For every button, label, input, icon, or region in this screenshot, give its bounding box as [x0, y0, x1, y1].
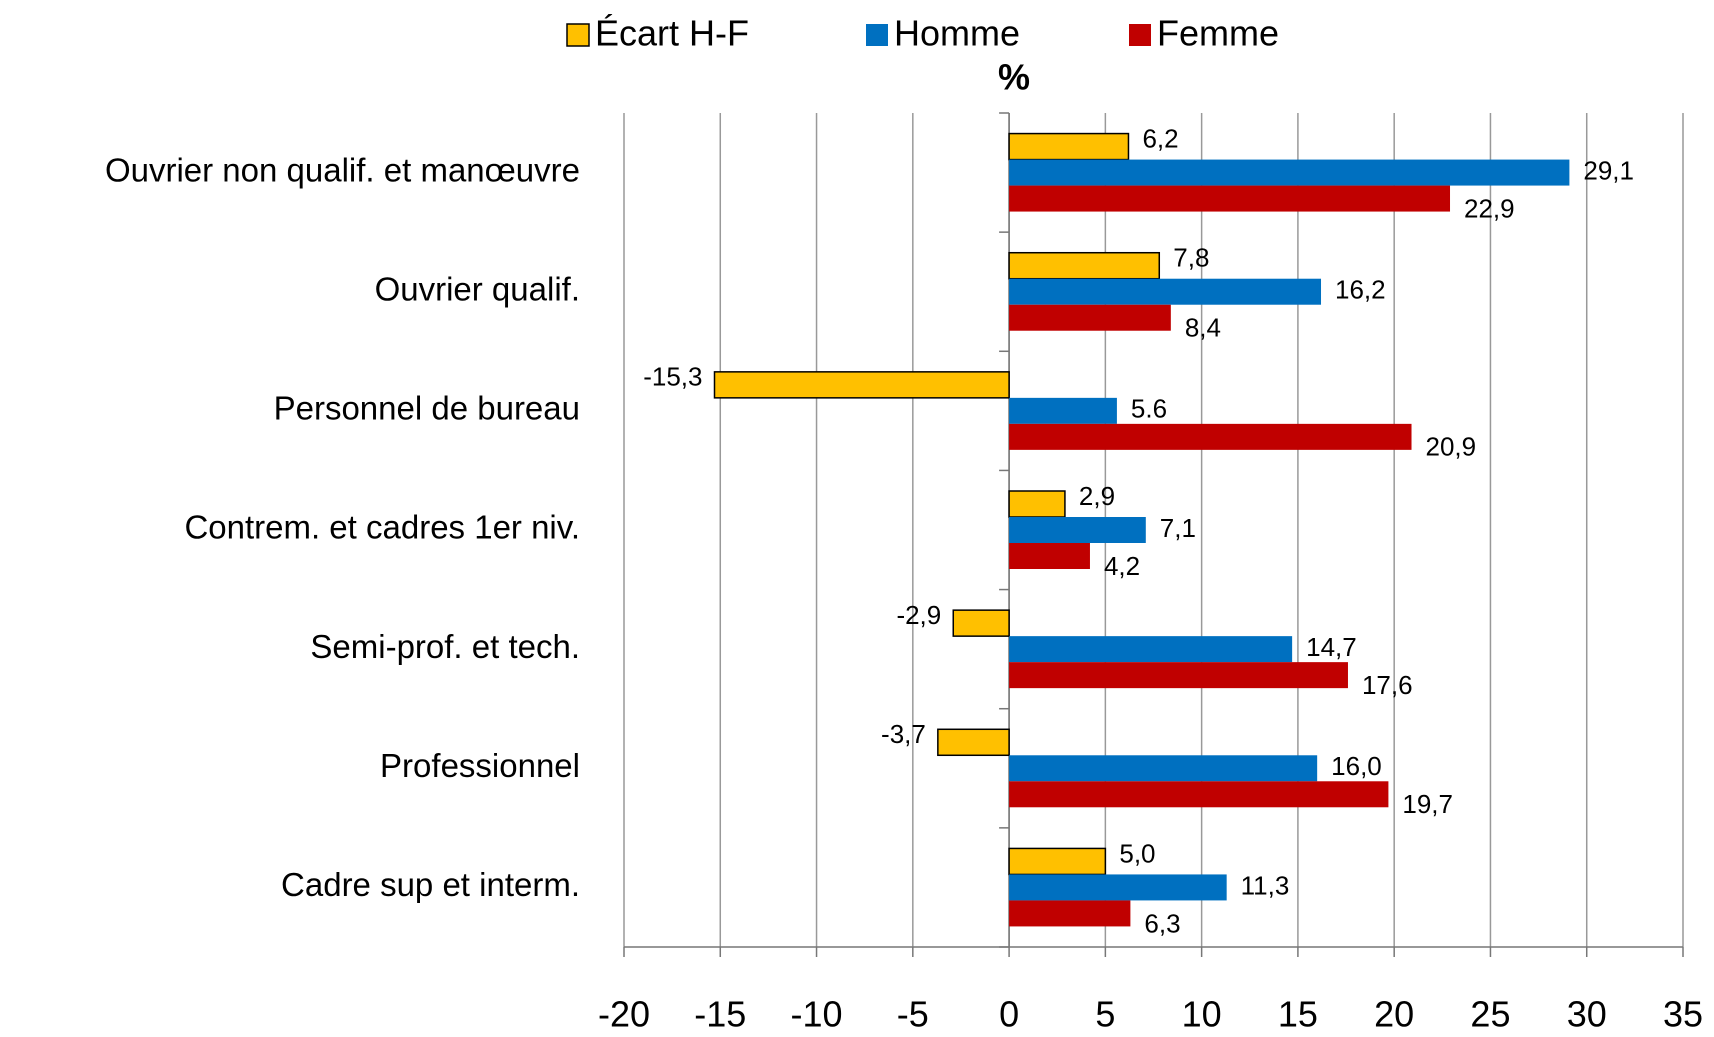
category-label: Personnel de bureau — [274, 390, 580, 427]
bar — [1008, 490, 1066, 518]
legend-label: Homme — [894, 13, 1020, 54]
category-label: Cadre sup et interm. — [281, 866, 580, 903]
x-tick-label: 5 — [1095, 994, 1115, 1035]
bar — [1009, 900, 1131, 927]
value-label: 19,7 — [1402, 789, 1453, 819]
bar — [1009, 543, 1090, 569]
bar — [1009, 278, 1322, 305]
x-tick-label: 35 — [1663, 994, 1703, 1035]
legend-label: Femme — [1157, 13, 1279, 54]
bar — [713, 371, 1010, 399]
bar — [1009, 159, 1570, 186]
value-label: 17,6 — [1362, 670, 1413, 700]
value-label: 5.6 — [1131, 394, 1167, 424]
category-label: Contrem. et cadres 1er niv. — [184, 509, 580, 546]
x-tick-label: 0 — [999, 994, 1019, 1035]
bar — [1009, 185, 1451, 212]
value-label: 6,2 — [1142, 123, 1178, 153]
bar — [1009, 662, 1348, 689]
x-tick-label: 15 — [1278, 994, 1318, 1035]
bar — [1008, 251, 1161, 280]
bar — [1009, 304, 1171, 331]
value-label: 8,4 — [1185, 313, 1221, 343]
category-label: Ouvrier non qualif. et manœuvre — [105, 151, 580, 188]
value-label: 7,8 — [1173, 243, 1209, 273]
category-label: Ouvrier qualif. — [375, 270, 580, 307]
value-label: -15,3 — [643, 362, 702, 392]
value-label: 16,2 — [1335, 275, 1386, 305]
x-tick-label: 20 — [1374, 994, 1414, 1035]
bar — [1009, 781, 1389, 808]
value-label: -3,7 — [881, 719, 926, 749]
x-tick-label: 30 — [1567, 994, 1607, 1035]
bar — [1009, 874, 1227, 901]
category-label: Professionnel — [380, 747, 580, 784]
bar — [1009, 755, 1318, 782]
bar — [952, 609, 1010, 637]
legend-label: Écart H-F — [595, 13, 749, 54]
legend-swatch — [866, 24, 888, 46]
bar — [1009, 517, 1146, 543]
value-label: 11,3 — [1241, 870, 1290, 900]
axis-label: % — [998, 57, 1030, 98]
x-tick-label: 25 — [1470, 994, 1510, 1035]
bar — [1008, 847, 1107, 876]
value-label: 29,1 — [1583, 155, 1634, 185]
x-tick-label: 10 — [1182, 994, 1222, 1035]
value-label: 5,0 — [1119, 838, 1155, 868]
value-label: -2,9 — [896, 600, 941, 630]
bar — [1009, 423, 1412, 450]
bar — [1008, 132, 1130, 161]
value-label: 22,9 — [1464, 193, 1515, 223]
x-tick-label: -10 — [791, 994, 843, 1035]
x-tick-label: -15 — [694, 994, 746, 1035]
value-label: 4,2 — [1104, 551, 1140, 581]
value-label: 2,9 — [1079, 481, 1115, 511]
bar — [1009, 397, 1117, 424]
bar — [1009, 636, 1293, 663]
value-label: 6,3 — [1144, 908, 1180, 938]
value-label: 14,7 — [1306, 632, 1357, 662]
value-label: 7,1 — [1160, 513, 1196, 543]
x-tick-label: -5 — [897, 994, 929, 1035]
value-label: 20,9 — [1426, 432, 1477, 462]
value-label: 16,0 — [1331, 751, 1382, 781]
legend-swatch — [566, 23, 590, 47]
bar — [937, 728, 1010, 757]
category-label: Semi-prof. et tech. — [310, 628, 580, 665]
legend-swatch — [1129, 24, 1151, 46]
x-tick-label: -20 — [598, 994, 650, 1035]
